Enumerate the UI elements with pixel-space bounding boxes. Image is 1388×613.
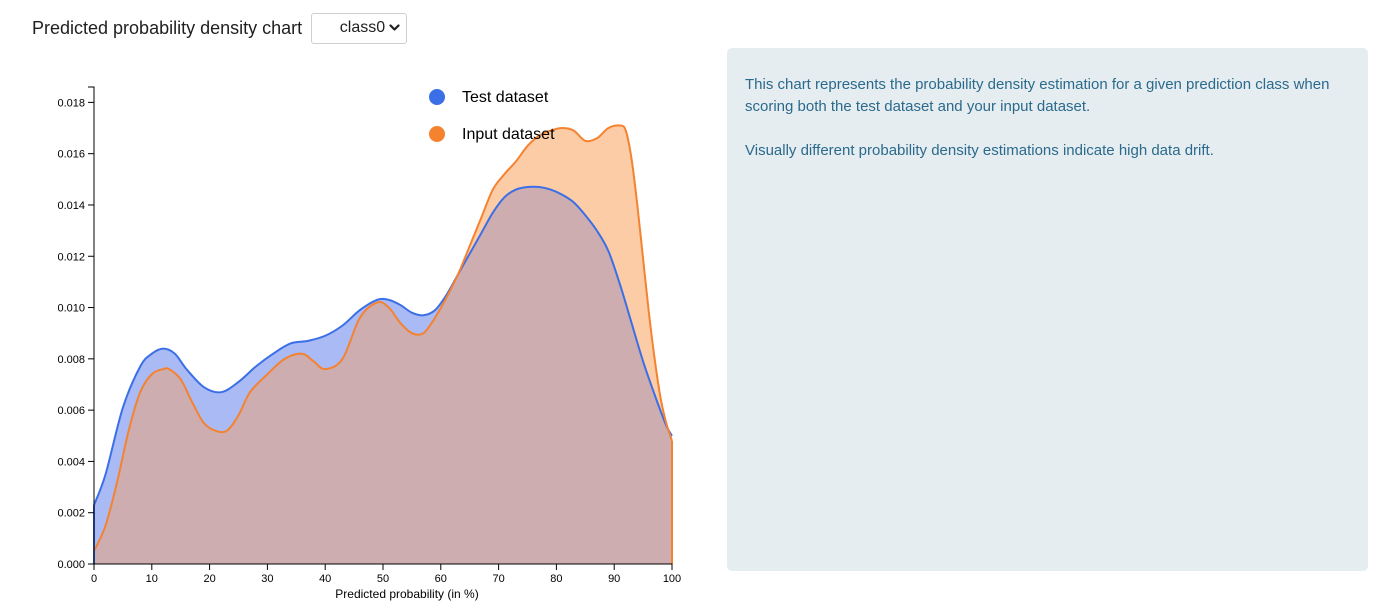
- x-tick-label: 40: [319, 573, 331, 585]
- legend-label-input: Input dataset: [462, 126, 555, 143]
- y-tick-label: 0.018: [57, 97, 85, 109]
- x-tick-label: 60: [435, 573, 447, 585]
- class-select[interactable]: class0: [311, 12, 408, 44]
- y-tick-label: 0.010: [57, 303, 85, 315]
- y-tick-label: 0.016: [57, 149, 85, 161]
- x-tick-label: 20: [203, 573, 215, 585]
- legend-marker-input: [429, 126, 445, 142]
- x-tick-label: 70: [492, 573, 504, 585]
- overlap-area: [94, 186, 672, 564]
- density-chart: 0.000 0.002 0.004 0.006 0.008 0.010 0.012 0.014…: [57, 86, 681, 601]
- chevron-down-icon: [389, 24, 400, 32]
- test-dataset-line: [93, 185, 673, 506]
- x-tick-label: 90: [608, 573, 620, 585]
- header: Predicted probability density chart clas…: [32, 12, 408, 44]
- input-dataset-line: [93, 124, 673, 552]
- x-tick-label: 0: [91, 573, 97, 585]
- legend-label-test: Test dataset: [462, 89, 549, 106]
- x-tick-label: 10: [146, 573, 158, 585]
- legend-marker-test: [429, 89, 445, 105]
- y-tick-label: 0.006: [57, 405, 85, 417]
- info-panel: This chart represents the probability de…: [727, 48, 1368, 571]
- x-tick-label: 80: [550, 573, 562, 585]
- y-axis-line: [88, 86, 95, 564]
- x-tick-label: 50: [377, 573, 389, 585]
- y-tick-label: 0.000: [57, 559, 85, 571]
- x-tick-label: 100: [663, 573, 681, 585]
- y-tick-label: 0.002: [57, 508, 85, 520]
- chart-svg: 0.000 0.002 0.004 0.006 0.008 0.010 0.012 0.014…: [57, 86, 681, 601]
- x-tick-label: 30: [261, 573, 273, 585]
- y-tick-label: 0.008: [57, 354, 85, 366]
- x-axis-title: Predicted probability (in %): [335, 587, 478, 601]
- select-value: class0: [339, 19, 386, 36]
- info-paragraph-drift: Visually different probability density e…: [745, 142, 1214, 159]
- info-paragraph-description: This chart represents the probability de…: [745, 76, 1330, 115]
- y-tick-label: 0.004: [57, 456, 85, 468]
- y-tick-label: 0.012: [57, 251, 85, 263]
- page-title: Predicted probability density chart: [32, 17, 303, 38]
- y-tick-label: 0.014: [57, 200, 85, 212]
